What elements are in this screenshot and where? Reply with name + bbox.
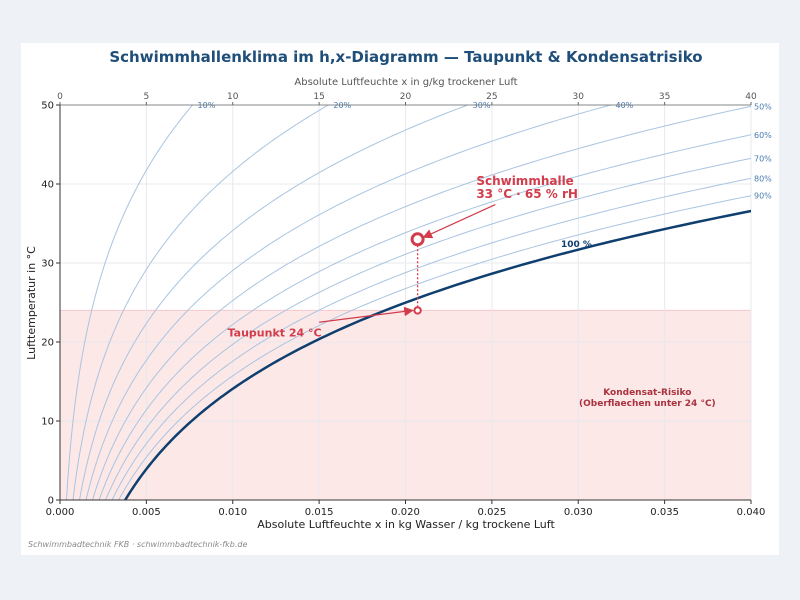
x-tick-label: 0.020 bbox=[391, 507, 420, 518]
rh-label-50: 50% bbox=[754, 102, 772, 111]
x-tick-label: 0.030 bbox=[564, 507, 593, 518]
x-top-tick-label: 5 bbox=[144, 92, 150, 102]
footer-credit: Schwimmbadtechnik FKB · schwimmbadtechni… bbox=[28, 540, 247, 549]
rh-curve-50 bbox=[91, 105, 751, 500]
x-tick-label: 0.005 bbox=[132, 507, 161, 518]
x-axis-label: Absolute Luftfeuchte x in kg Wasser / kg… bbox=[257, 518, 555, 531]
chart-title: Schwimmhallenklima im h,x-Diagramm — Tau… bbox=[109, 48, 702, 66]
hall-arrow bbox=[422, 203, 496, 239]
hall-marker bbox=[410, 232, 425, 247]
saturation-curve bbox=[123, 209, 751, 500]
plot-area: 10% 20% 30% 40% 50% 60% 70% 80% 90% 100 % 0.000 0.0… bbox=[41, 92, 772, 518]
rh-curve-10 bbox=[65, 105, 194, 500]
y-axis-label: Lufttemperatur in °C bbox=[25, 246, 38, 360]
y-tick-label: 20 bbox=[41, 338, 54, 349]
chart-card: Schwimmhallenklima im h,x-Diagramm — Tau… bbox=[21, 43, 779, 555]
hall-label-line1: Schwimmhalle bbox=[476, 174, 574, 188]
saturation-label: 100 % bbox=[561, 240, 592, 250]
x-tick-label: 0.040 bbox=[737, 507, 766, 518]
x-top-tick-label: 20 bbox=[400, 92, 412, 102]
risk-zone-label-line2: (Oberflaechen unter 24 °C) bbox=[579, 399, 716, 409]
risk-zone-label-line1: Kondensat-Risiko bbox=[603, 388, 691, 398]
x-top-tick-label: 35 bbox=[659, 92, 670, 102]
x-top-tick-label: 15 bbox=[313, 92, 324, 102]
rh-curve-60 bbox=[98, 134, 751, 500]
dewpoint-marker bbox=[413, 306, 422, 315]
x-tick-label: 0.010 bbox=[218, 507, 247, 518]
rh-label-30: 30% bbox=[473, 101, 491, 110]
rh-curve-40 bbox=[85, 105, 613, 500]
x-tick-label: 0.025 bbox=[478, 507, 507, 518]
y-tick-label: 10 bbox=[41, 417, 54, 428]
rh-label-80: 80% bbox=[754, 174, 772, 183]
y-tick-label: 50 bbox=[41, 101, 54, 112]
x-axis-top-label: Absolute Luftfeuchte x in g/kg trockener… bbox=[294, 77, 517, 88]
x-tick-label: 0.035 bbox=[650, 507, 679, 518]
y-tick-label: 30 bbox=[41, 259, 54, 270]
x-tick-label: 0.015 bbox=[305, 507, 334, 518]
rh-label-10: 10% bbox=[198, 101, 216, 110]
x-tick-label: 0.000 bbox=[46, 507, 75, 518]
y-tick-label: 0 bbox=[48, 496, 54, 507]
x-top-tick-label: 25 bbox=[486, 92, 497, 102]
dewpoint-arrow bbox=[319, 306, 414, 323]
rh-curve-30 bbox=[78, 105, 470, 500]
dewpoint-label: Taupunkt 24 °C bbox=[228, 326, 322, 339]
rh-curve-90 bbox=[118, 195, 751, 500]
x-top-tick-label: 40 bbox=[745, 92, 757, 102]
rh-label-40: 40% bbox=[615, 101, 633, 110]
x-top-tick-label: 0 bbox=[57, 92, 63, 102]
rh-curve-20 bbox=[72, 105, 330, 500]
rh-curve-70 bbox=[105, 157, 751, 500]
rh-label-20: 20% bbox=[333, 101, 351, 110]
rh-label-70: 70% bbox=[754, 154, 772, 163]
x-top-tick-label: 30 bbox=[573, 92, 585, 102]
x-top-tick-label: 10 bbox=[227, 92, 239, 102]
rh-label-90: 90% bbox=[754, 192, 772, 201]
rh-label-60: 60% bbox=[754, 131, 772, 140]
hx-diagram: Schwimmhallenklima im h,x-Diagramm — Tau… bbox=[25, 48, 772, 549]
rh-curve-80 bbox=[111, 177, 751, 500]
hall-label-line2: 33 °C · 65 % rH bbox=[476, 187, 578, 201]
y-tick-label: 40 bbox=[41, 180, 54, 191]
